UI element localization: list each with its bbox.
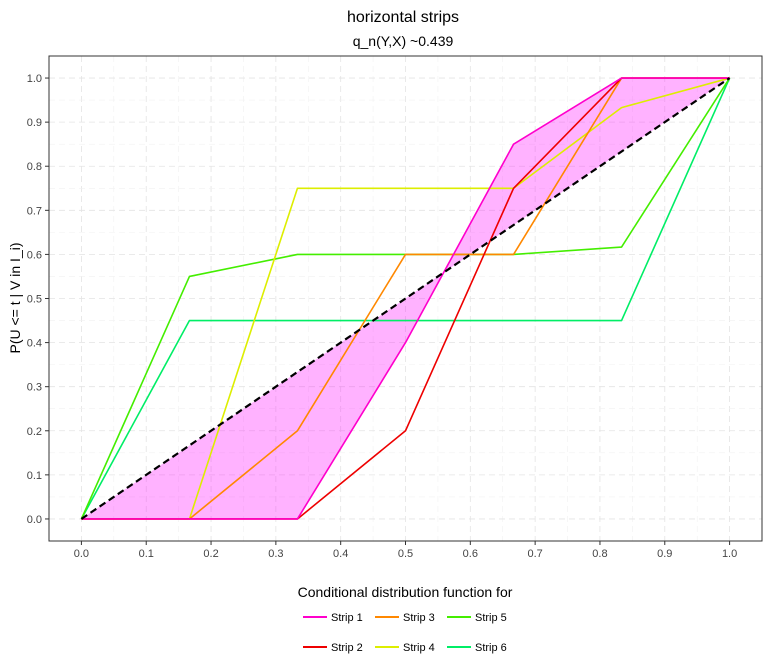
y-tick-label: 0.7 (27, 205, 42, 217)
y-tick-label: 0.1 (27, 470, 42, 482)
reference-line (80, 77, 731, 520)
x-tick-label: 0.8 (592, 548, 607, 560)
y-axis-label: P(U <= t | V in I_i) (7, 242, 23, 353)
legend-title: Conditional distribution function for (298, 584, 513, 600)
y-tick-label: 0.0 (27, 514, 42, 526)
x-tick-label: 0.6 (463, 548, 478, 560)
y-tick-label: 0.6 (27, 249, 42, 261)
x-tick-label: 0.5 (398, 548, 413, 560)
x-tick-label: 0.7 (527, 548, 542, 560)
series-line-strip-1 (81, 77, 730, 520)
chart-subtitle: q_n(Y,X) ~0.439 (353, 33, 454, 49)
y-tick-label: 1.0 (27, 73, 42, 85)
chart-title: horizontal strips (347, 9, 459, 26)
plot-panel: 0.0 0.1 0.2 0.3 0.4 0.5 0.6 0.7 0.8 0.9 1.0 0.0 0.1 0… (27, 55, 763, 560)
y-tick-label: 0.4 (27, 338, 42, 350)
legend: Strip 1 Strip 2 Strip 3 Strip 4 Strip 5 Strip… (303, 612, 507, 654)
x-tick-label: 1.0 (722, 548, 737, 560)
x-tick-label: 0.9 (657, 548, 672, 560)
legend-label-strip-5: Strip 5 (475, 612, 507, 624)
x-tick-label: 0.3 (268, 548, 283, 560)
y-tick-label: 0.5 (27, 294, 42, 306)
y-tick-label: 0.3 (27, 382, 42, 394)
x-tick-label: 0.2 (203, 548, 218, 560)
legend-label-strip-1: Strip 1 (331, 612, 363, 624)
x-tick-label: 0.1 (139, 548, 154, 560)
y-tick-label: 0.2 (27, 426, 42, 438)
y-tick-label: 0.8 (27, 161, 42, 173)
legend-label-strip-6: Strip 6 (475, 642, 507, 654)
x-tick-label: 0.4 (333, 548, 348, 560)
grid (49, 56, 762, 541)
legend-label-strip-2: Strip 2 (331, 642, 363, 654)
x-tick-label: 0.0 (74, 548, 89, 560)
y-tick-label: 0.9 (27, 117, 42, 129)
legend-label-strip-4: Strip 4 (403, 642, 435, 654)
series-line-strip-6 (80, 77, 731, 520)
legend-label-strip-3: Strip 3 (403, 612, 435, 624)
